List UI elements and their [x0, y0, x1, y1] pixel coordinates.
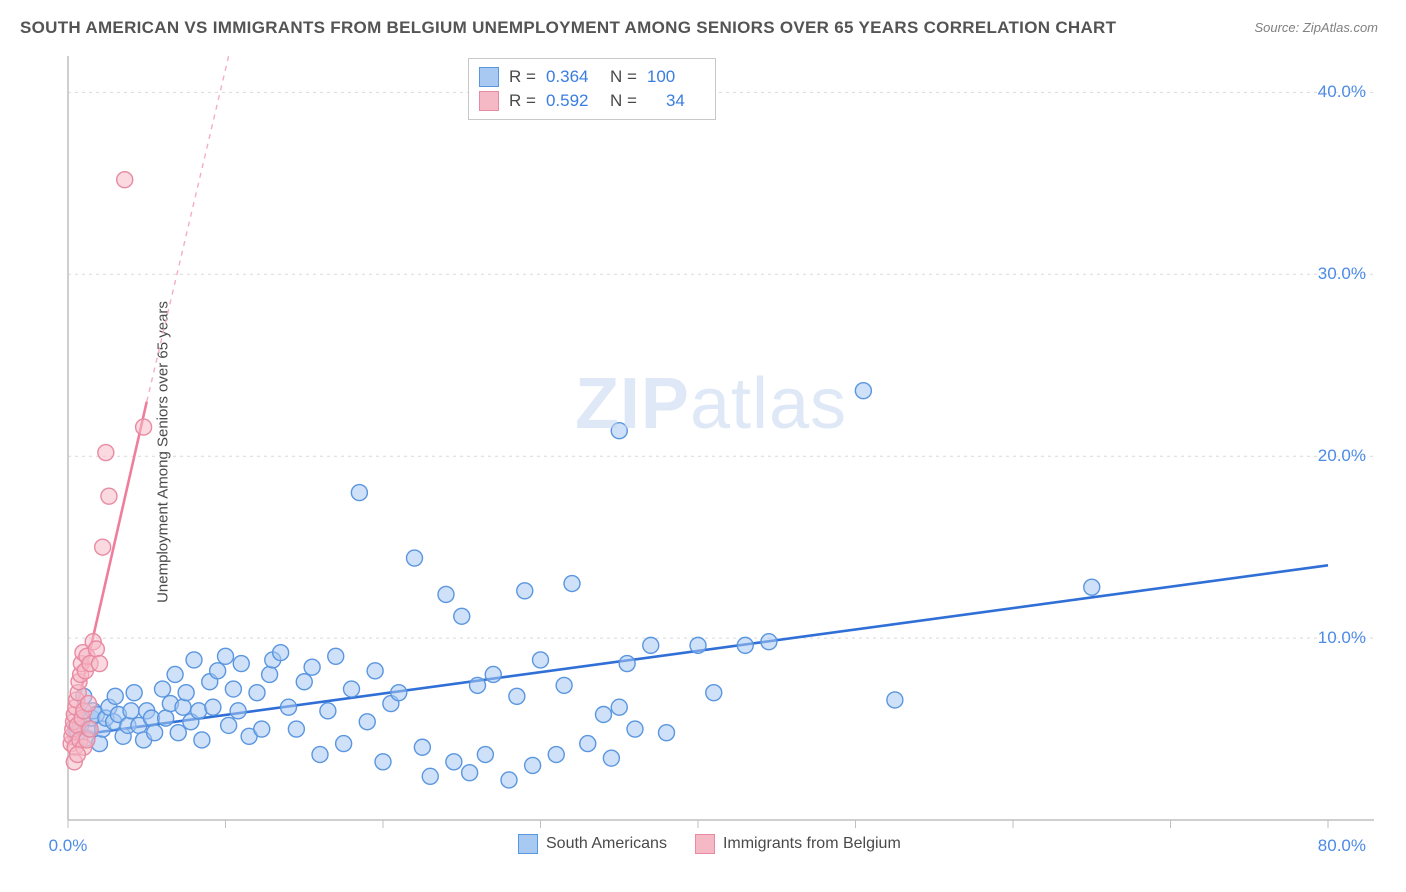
n-value-2: 34 [647, 89, 685, 113]
r-value-1: 0.364 [546, 65, 600, 89]
legend-label-2: Immigrants from Belgium [723, 835, 901, 853]
n-label-1: N = [610, 65, 637, 89]
x-tick-right: 80.0% [1318, 836, 1366, 856]
swatch-bottom-1 [518, 834, 538, 854]
correlation-legend: R = 0.364 N = 100 R = 0.592 N = 34 [468, 58, 716, 120]
r-label-2: R = [509, 89, 536, 113]
scatter-plot [60, 52, 1374, 852]
n-value-1: 100 [647, 65, 701, 89]
swatch-series-1 [479, 67, 499, 87]
legend-row-1: R = 0.364 N = 100 [479, 65, 701, 89]
x-tick-left: 0.0% [49, 836, 88, 856]
legend-item-1: South Americans [518, 834, 667, 854]
legend-item-2: Immigrants from Belgium [695, 834, 901, 854]
legend-label-1: South Americans [546, 835, 667, 853]
swatch-bottom-2 [695, 834, 715, 854]
legend-row-2: R = 0.592 N = 34 [479, 89, 701, 113]
y-tick-label: 10.0% [1318, 628, 1366, 648]
chart-container: Unemployment Among Seniors over 65 years… [48, 52, 1374, 852]
r-label-1: R = [509, 65, 536, 89]
r-value-2: 0.592 [546, 89, 600, 113]
y-tick-label: 20.0% [1318, 446, 1366, 466]
swatch-series-2 [479, 91, 499, 111]
source-citation: Source: ZipAtlas.com [1254, 20, 1378, 35]
chart-title: SOUTH AMERICAN VS IMMIGRANTS FROM BELGIU… [20, 18, 1116, 38]
n-label-2: N = [610, 89, 637, 113]
y-tick-label: 40.0% [1318, 82, 1366, 102]
y-tick-label: 30.0% [1318, 264, 1366, 284]
series-legend: South Americans Immigrants from Belgium [518, 834, 901, 854]
